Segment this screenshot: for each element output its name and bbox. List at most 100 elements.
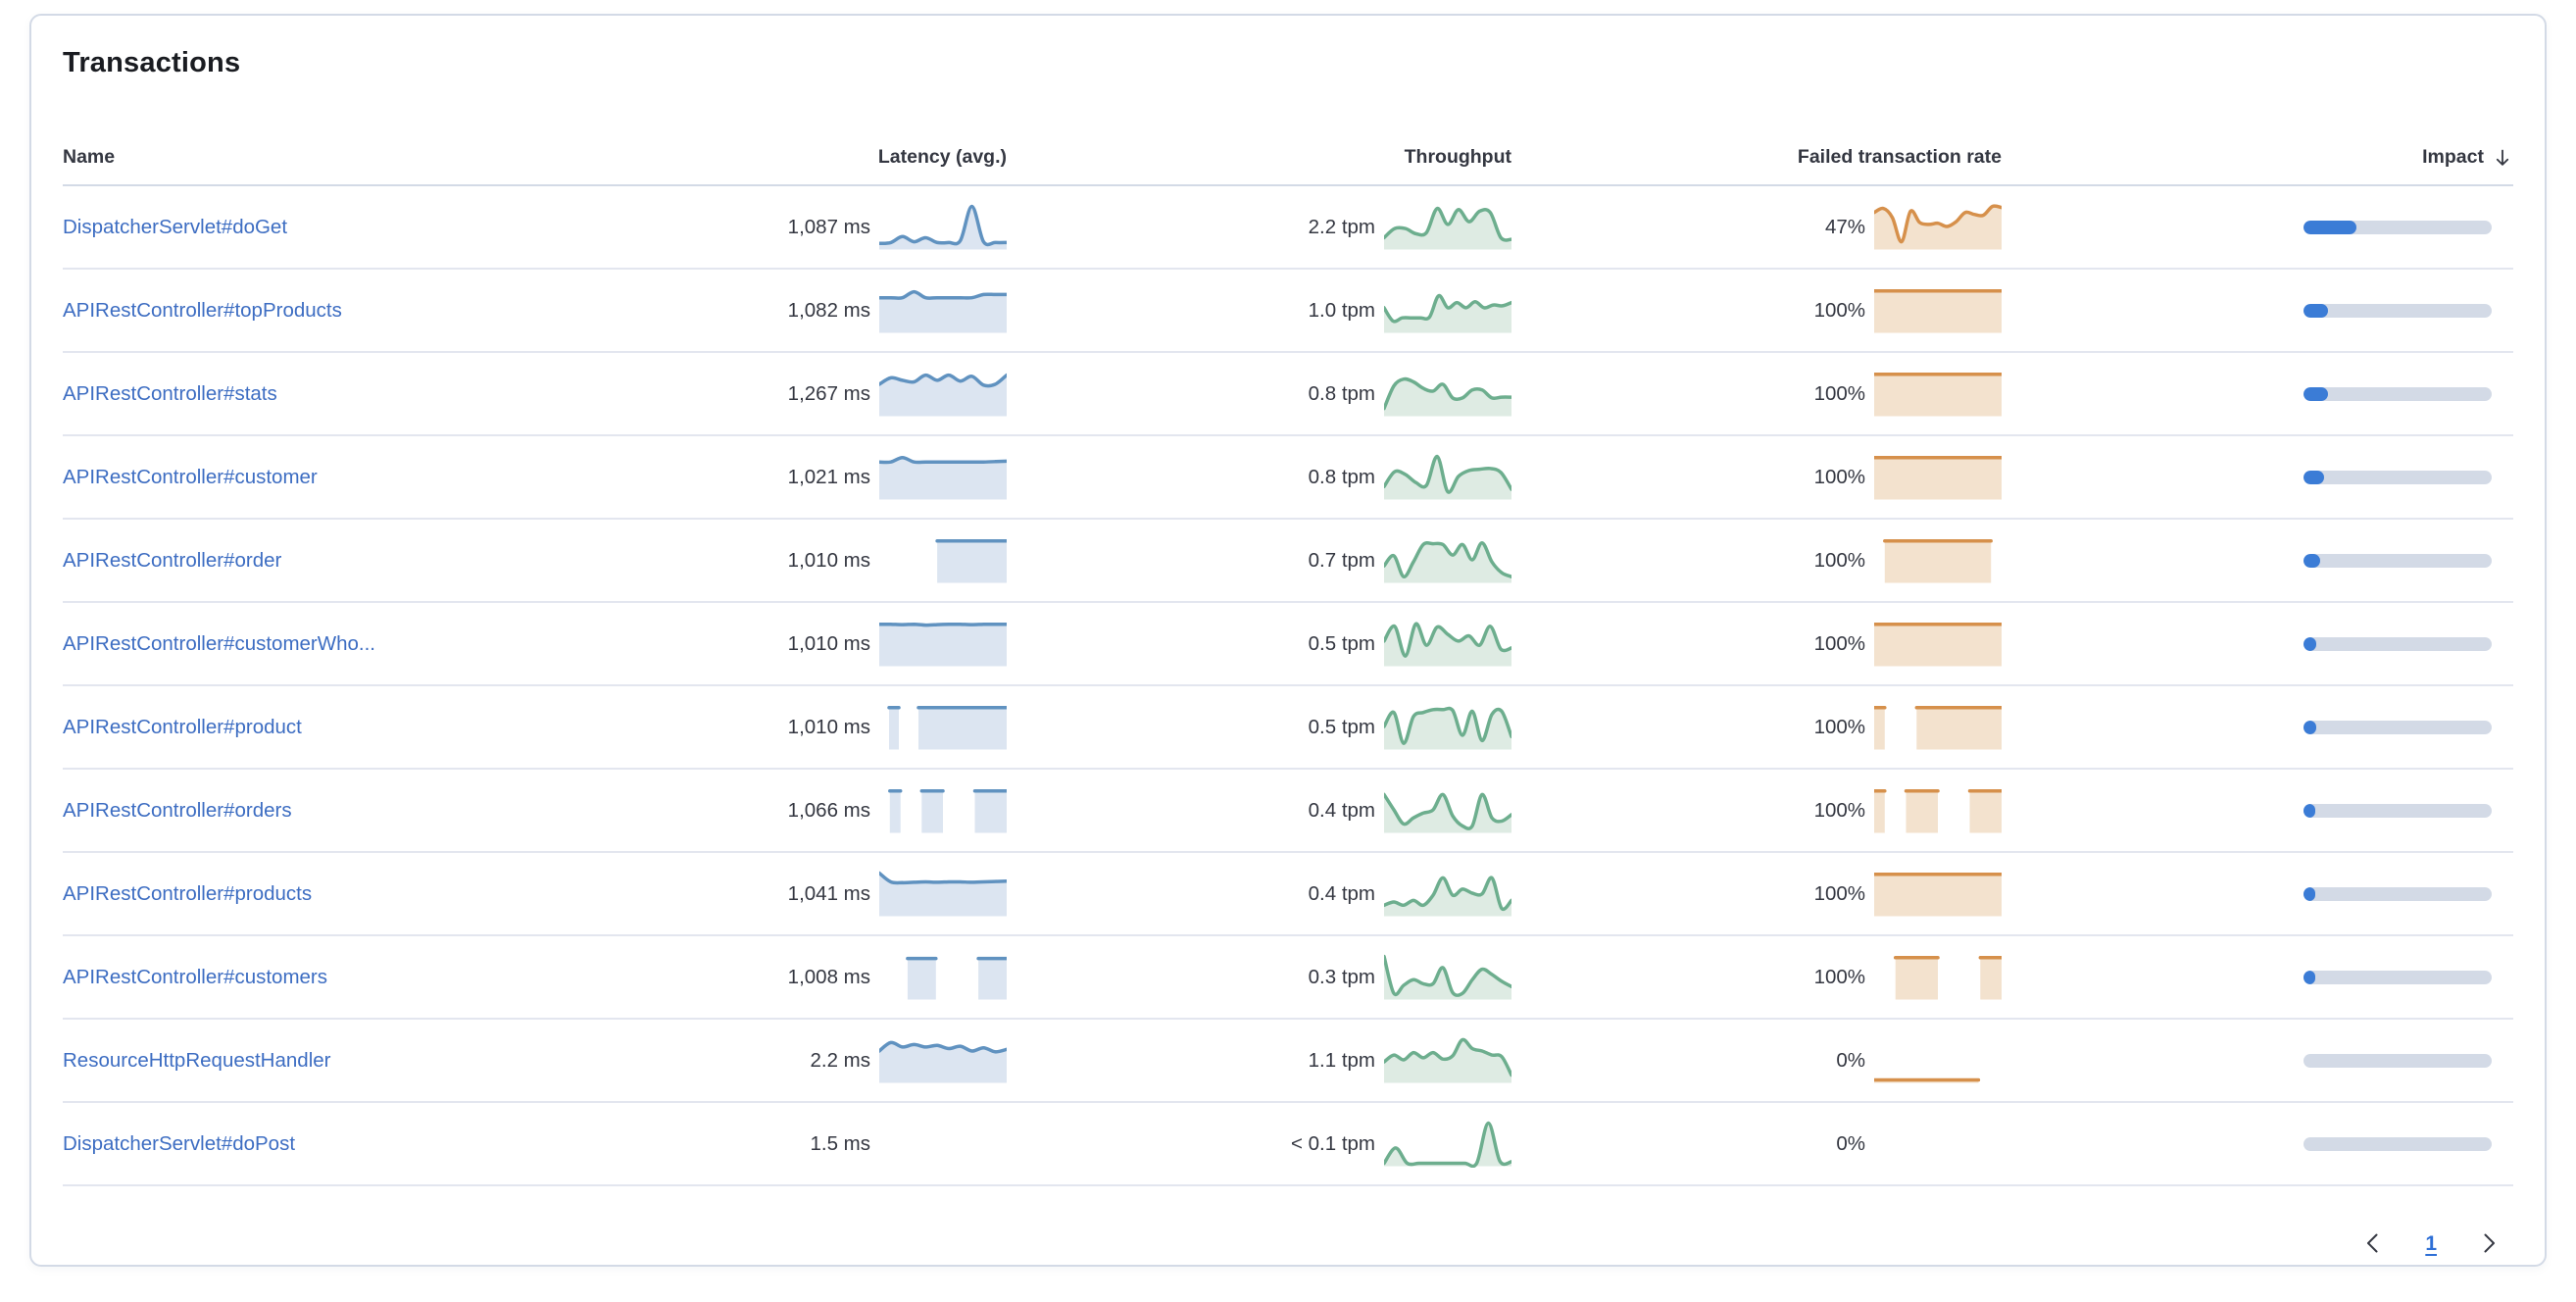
- table-header-row: Name Latency (avg.) Throughput Failed tr…: [63, 82, 2513, 186]
- impact-bar-track: [2304, 1053, 2492, 1068]
- failed-rate-sparkline: [1874, 954, 2002, 1001]
- throughput-cell: 1.0 tpm: [1007, 287, 1511, 334]
- latency-sparkline: [879, 871, 1007, 918]
- transactions-card: Transactions Name Latency (avg.) Through…: [29, 14, 2547, 1267]
- transaction-name-link[interactable]: APIRestController#stats: [63, 381, 277, 405]
- impact-bar-track: [2304, 636, 2492, 651]
- transaction-name-link[interactable]: DispatcherServlet#doGet: [63, 215, 288, 238]
- throughput-sparkline: [1384, 371, 1511, 418]
- impact-bar-track: [2304, 803, 2492, 818]
- impact-cell: [2002, 386, 2513, 401]
- failed-rate-cell: 100%: [1511, 787, 2002, 834]
- latency-value: 1,010 ms: [787, 548, 870, 572]
- column-header-latency-label: Latency (avg.): [877, 146, 1007, 168]
- failed-rate-sparkline: [1874, 1121, 2002, 1168]
- latency-sparkline: [879, 954, 1007, 1001]
- throughput-value: < 0.1 tpm: [1290, 1131, 1375, 1155]
- impact-bar-track: [2304, 470, 2492, 484]
- column-header-impact-label: Impact: [2422, 146, 2484, 168]
- transaction-name-cell: APIRestController#product: [63, 716, 742, 739]
- latency-value: 1,066 ms: [787, 798, 870, 822]
- impact-bar-track: [2304, 886, 2492, 901]
- latency-cell: 1,041 ms: [742, 871, 1007, 918]
- transaction-name-link[interactable]: DispatcherServlet#doPost: [63, 1131, 296, 1155]
- latency-value: 1,008 ms: [787, 965, 870, 988]
- impact-bar-fill: [2304, 886, 2315, 901]
- transaction-name-link[interactable]: APIRestController#topProducts: [63, 298, 342, 322]
- failed-rate-value: 0%: [1836, 1131, 1865, 1155]
- column-header-failed-rate[interactable]: Failed transaction rate: [1511, 146, 2002, 169]
- table-body: DispatcherServlet#doGet 1,087 ms 2.2 tpm…: [63, 186, 2513, 1186]
- page-number-1[interactable]: 1: [2425, 1232, 2437, 1255]
- impact-cell: [2002, 1136, 2513, 1151]
- throughput-sparkline: [1384, 704, 1511, 751]
- failed-rate-value: 100%: [1813, 798, 1865, 822]
- failed-rate-sparkline: [1874, 621, 2002, 668]
- impact-bar-fill: [2304, 720, 2316, 734]
- failed-rate-sparkline: [1874, 1037, 2002, 1084]
- throughput-sparkline: [1384, 871, 1511, 918]
- failed-rate-cell: 100%: [1511, 537, 2002, 584]
- impact-cell: [2002, 803, 2513, 818]
- next-page-button[interactable]: [2476, 1230, 2502, 1259]
- transaction-name-link[interactable]: APIRestController#product: [63, 715, 302, 738]
- latency-value: 1,082 ms: [787, 298, 870, 322]
- latency-cell: 1,267 ms: [742, 371, 1007, 418]
- throughput-cell: 0.5 tpm: [1007, 704, 1511, 751]
- throughput-sparkline: [1384, 954, 1511, 1001]
- latency-value: 1,021 ms: [787, 465, 870, 488]
- throughput-cell: 0.4 tpm: [1007, 787, 1511, 834]
- latency-cell: 1.5 ms: [742, 1121, 1007, 1168]
- impact-cell: [2002, 220, 2513, 234]
- transaction-name-cell: APIRestController#order: [63, 549, 742, 573]
- latency-cell: 1,082 ms: [742, 287, 1007, 334]
- column-header-throughput[interactable]: Throughput: [1007, 146, 1511, 169]
- latency-cell: 1,087 ms: [742, 204, 1007, 251]
- throughput-cell: 0.4 tpm: [1007, 871, 1511, 918]
- transaction-name-link[interactable]: APIRestController#order: [63, 548, 282, 572]
- impact-cell: [2002, 970, 2513, 984]
- failed-rate-sparkline: [1874, 537, 2002, 584]
- failed-rate-cell: 100%: [1511, 954, 2002, 1001]
- failed-rate-sparkline: [1874, 787, 2002, 834]
- impact-bar-track: [2304, 720, 2492, 734]
- throughput-cell: 0.3 tpm: [1007, 954, 1511, 1001]
- table-row: APIRestController#orders 1,066 ms 0.4 tp…: [63, 770, 2513, 853]
- throughput-cell: 2.2 tpm: [1007, 204, 1511, 251]
- column-header-impact[interactable]: Impact: [2002, 146, 2513, 169]
- failed-rate-cell: 100%: [1511, 871, 2002, 918]
- transaction-name-cell: APIRestController#topProducts: [63, 299, 742, 323]
- transaction-name-cell: APIRestController#orders: [63, 799, 742, 823]
- throughput-cell: 0.8 tpm: [1007, 454, 1511, 501]
- latency-sparkline: [879, 1121, 1007, 1168]
- transaction-name-link[interactable]: APIRestController#orders: [63, 798, 292, 822]
- transaction-name-link[interactable]: APIRestController#customer: [63, 465, 318, 488]
- table-row: APIRestController#topProducts 1,082 ms 1…: [63, 270, 2513, 353]
- failed-rate-cell: 100%: [1511, 621, 2002, 668]
- impact-bar-fill: [2304, 803, 2315, 818]
- table-row: APIRestController#product 1,010 ms 0.5 t…: [63, 686, 2513, 770]
- failed-rate-value: 100%: [1813, 465, 1865, 488]
- latency-value: 1,010 ms: [787, 631, 870, 655]
- transaction-name-link[interactable]: APIRestController#customers: [63, 965, 328, 988]
- transaction-name-cell: APIRestController#products: [63, 882, 742, 906]
- throughput-sparkline: [1384, 204, 1511, 251]
- column-header-throughput-label: Throughput: [1404, 146, 1511, 168]
- throughput-value: 0.7 tpm: [1308, 548, 1375, 572]
- transaction-name-link[interactable]: APIRestController#customerWho...: [63, 631, 376, 655]
- failed-rate-value: 100%: [1813, 715, 1865, 738]
- transaction-name-link[interactable]: ResourceHttpRequestHandler: [63, 1048, 331, 1072]
- transaction-name-link[interactable]: APIRestController#products: [63, 881, 313, 905]
- throughput-value: 0.3 tpm: [1308, 965, 1375, 988]
- failed-rate-sparkline: [1874, 371, 2002, 418]
- throughput-value: 1.0 tpm: [1308, 298, 1375, 322]
- latency-value: 1,087 ms: [787, 215, 870, 238]
- latency-sparkline: [879, 621, 1007, 668]
- failed-rate-value: 100%: [1813, 381, 1865, 405]
- latency-cell: 1,010 ms: [742, 537, 1007, 584]
- latency-cell: 1,008 ms: [742, 954, 1007, 1001]
- previous-page-button[interactable]: [2360, 1230, 2386, 1259]
- column-header-name[interactable]: Name: [63, 146, 116, 168]
- transaction-name-cell: APIRestController#customer: [63, 466, 742, 489]
- column-header-latency[interactable]: Latency (avg.): [742, 146, 1007, 169]
